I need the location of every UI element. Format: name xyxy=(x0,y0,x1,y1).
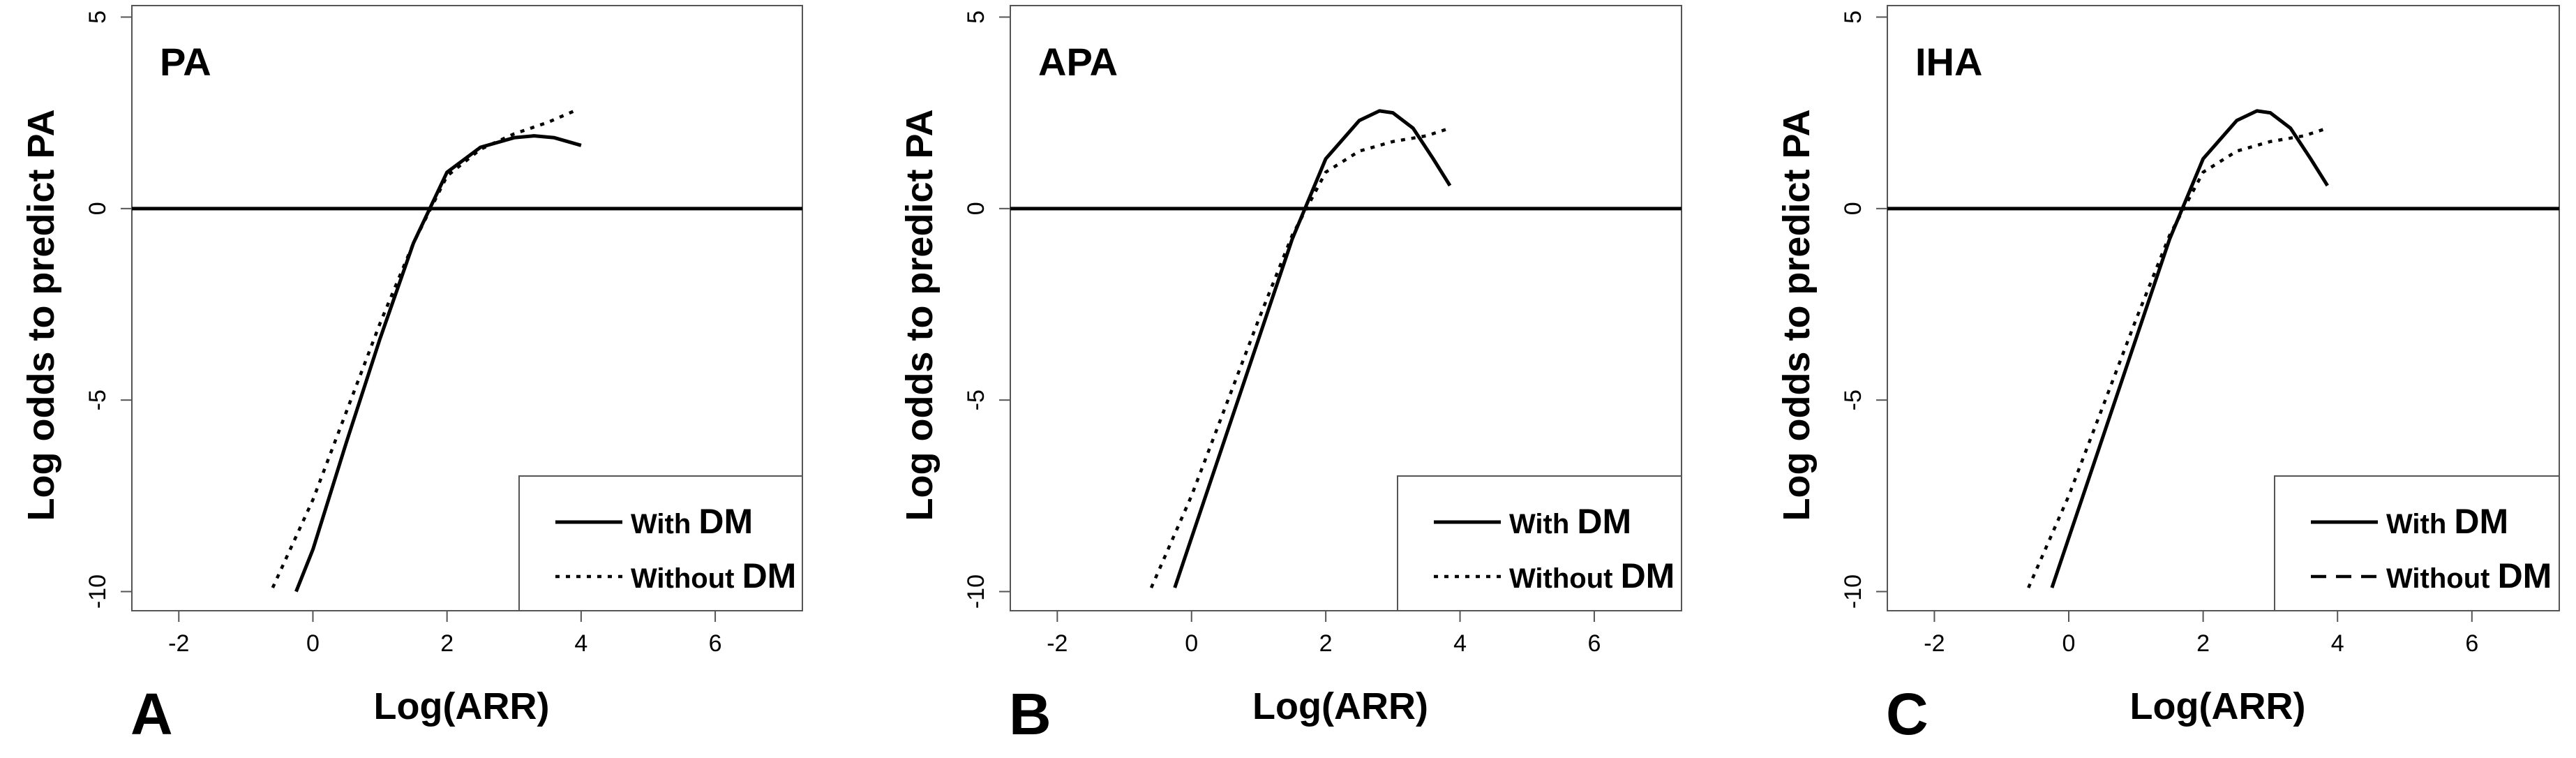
x-tick-label: 2 xyxy=(1319,630,1333,657)
legend-label-dm: DM xyxy=(742,556,797,595)
series-line-with-dm xyxy=(2050,109,2329,588)
legend-label-dm: DM xyxy=(2498,556,2552,595)
x-tick-label: 0 xyxy=(2062,630,2076,657)
y-axis-title: Log odds to predict PA xyxy=(1776,110,1818,521)
legend-label: Without DM xyxy=(631,556,796,595)
x-tick-label: 0 xyxy=(1185,630,1198,657)
legend-label-text: With xyxy=(2386,509,2454,540)
x-tick-label: 6 xyxy=(2465,630,2478,657)
legend-label-text: Without xyxy=(2386,563,2498,594)
y-tick-label: 0 xyxy=(963,202,989,215)
legend-label: With DM xyxy=(1509,502,1631,541)
panel-letter: B xyxy=(1009,681,1051,747)
legend-label-text: Without xyxy=(631,563,742,594)
series-line-without-dm xyxy=(2027,126,2328,589)
plot-frame xyxy=(1887,5,2560,611)
legend-label: With DM xyxy=(2386,502,2508,541)
panel-letter: C xyxy=(1886,681,1929,747)
y-tick-label: -10 xyxy=(84,574,111,609)
series-line-with-dm xyxy=(1173,109,1452,588)
y-tick-label: -10 xyxy=(1840,574,1866,609)
panel-title: PA xyxy=(160,40,211,84)
plot-frame xyxy=(1010,5,1682,611)
x-axis-title: Log(ARR) xyxy=(1252,685,1428,727)
x-axis-title: Log(ARR) xyxy=(374,685,550,727)
x-tick-label: 4 xyxy=(574,630,587,657)
y-tick-label: 0 xyxy=(1840,202,1866,215)
x-tick-label: 6 xyxy=(1587,630,1601,657)
legend-label-text: With xyxy=(631,509,698,540)
y-tick-label: 5 xyxy=(84,10,111,24)
legend-label-dm: DM xyxy=(698,502,753,541)
x-tick-label: 2 xyxy=(440,630,454,657)
x-axis-title: Log(ARR) xyxy=(2130,685,2306,727)
x-tick-label: 4 xyxy=(1453,630,1467,657)
legend-label-dm: DM xyxy=(1621,556,1675,595)
chart-panel-b: -2 0 2 4 6 -10 -5 0 5 APA Log odds to predict PA Lo… xyxy=(899,5,1682,747)
y-tick-label: 0 xyxy=(84,202,111,215)
y-tick-label: -5 xyxy=(84,389,111,410)
x-tick-label: 6 xyxy=(709,630,722,657)
x-tick-label: -2 xyxy=(1047,630,1068,657)
plot-frame xyxy=(131,5,803,611)
chart-panel-a: -2 0 2 4 6 -10 -5 0 5 PA Log odds to predict PA Log… xyxy=(20,5,803,747)
y-tick-label: 5 xyxy=(963,10,989,24)
y-tick-label: -5 xyxy=(963,389,989,410)
series-line-without-dm xyxy=(1149,126,1451,589)
y-tick-label: 5 xyxy=(1840,10,1866,24)
y-axis-title: Log odds to predict PA xyxy=(899,110,941,521)
legend-box xyxy=(518,475,803,611)
legend-label-dm: DM xyxy=(1577,502,1631,541)
x-tick-label: 2 xyxy=(2196,630,2210,657)
legend-label: Without DM xyxy=(1509,556,1675,595)
series-line-with-dm xyxy=(294,134,582,593)
panel-title: IHA xyxy=(1915,40,1982,84)
legend-label: Without DM xyxy=(2386,556,2552,595)
x-tick-label: -2 xyxy=(1924,630,1945,657)
series-line-without-dm xyxy=(271,109,576,589)
y-tick-label: -5 xyxy=(1840,389,1866,410)
legend-label-text: With xyxy=(1509,509,1577,540)
x-tick-label: 4 xyxy=(2331,630,2344,657)
legend-box xyxy=(1397,475,1682,611)
panel-letter: A xyxy=(130,681,173,747)
panel-title: APA xyxy=(1038,40,1118,84)
y-tick-label: -10 xyxy=(963,574,989,609)
legend-label: With DM xyxy=(631,502,753,541)
legend-label-dm: DM xyxy=(2454,502,2508,541)
x-tick-label: 0 xyxy=(306,630,320,657)
x-tick-label: -2 xyxy=(168,630,189,657)
chart-panel-c: -2 0 2 4 6 -10 -5 0 5 IHA Log odds to predict PA Lo… xyxy=(1776,5,2560,747)
legend-box xyxy=(2274,475,2560,611)
legend-label-text: Without xyxy=(1509,563,1621,594)
y-axis-title: Log odds to predict PA xyxy=(20,110,62,521)
